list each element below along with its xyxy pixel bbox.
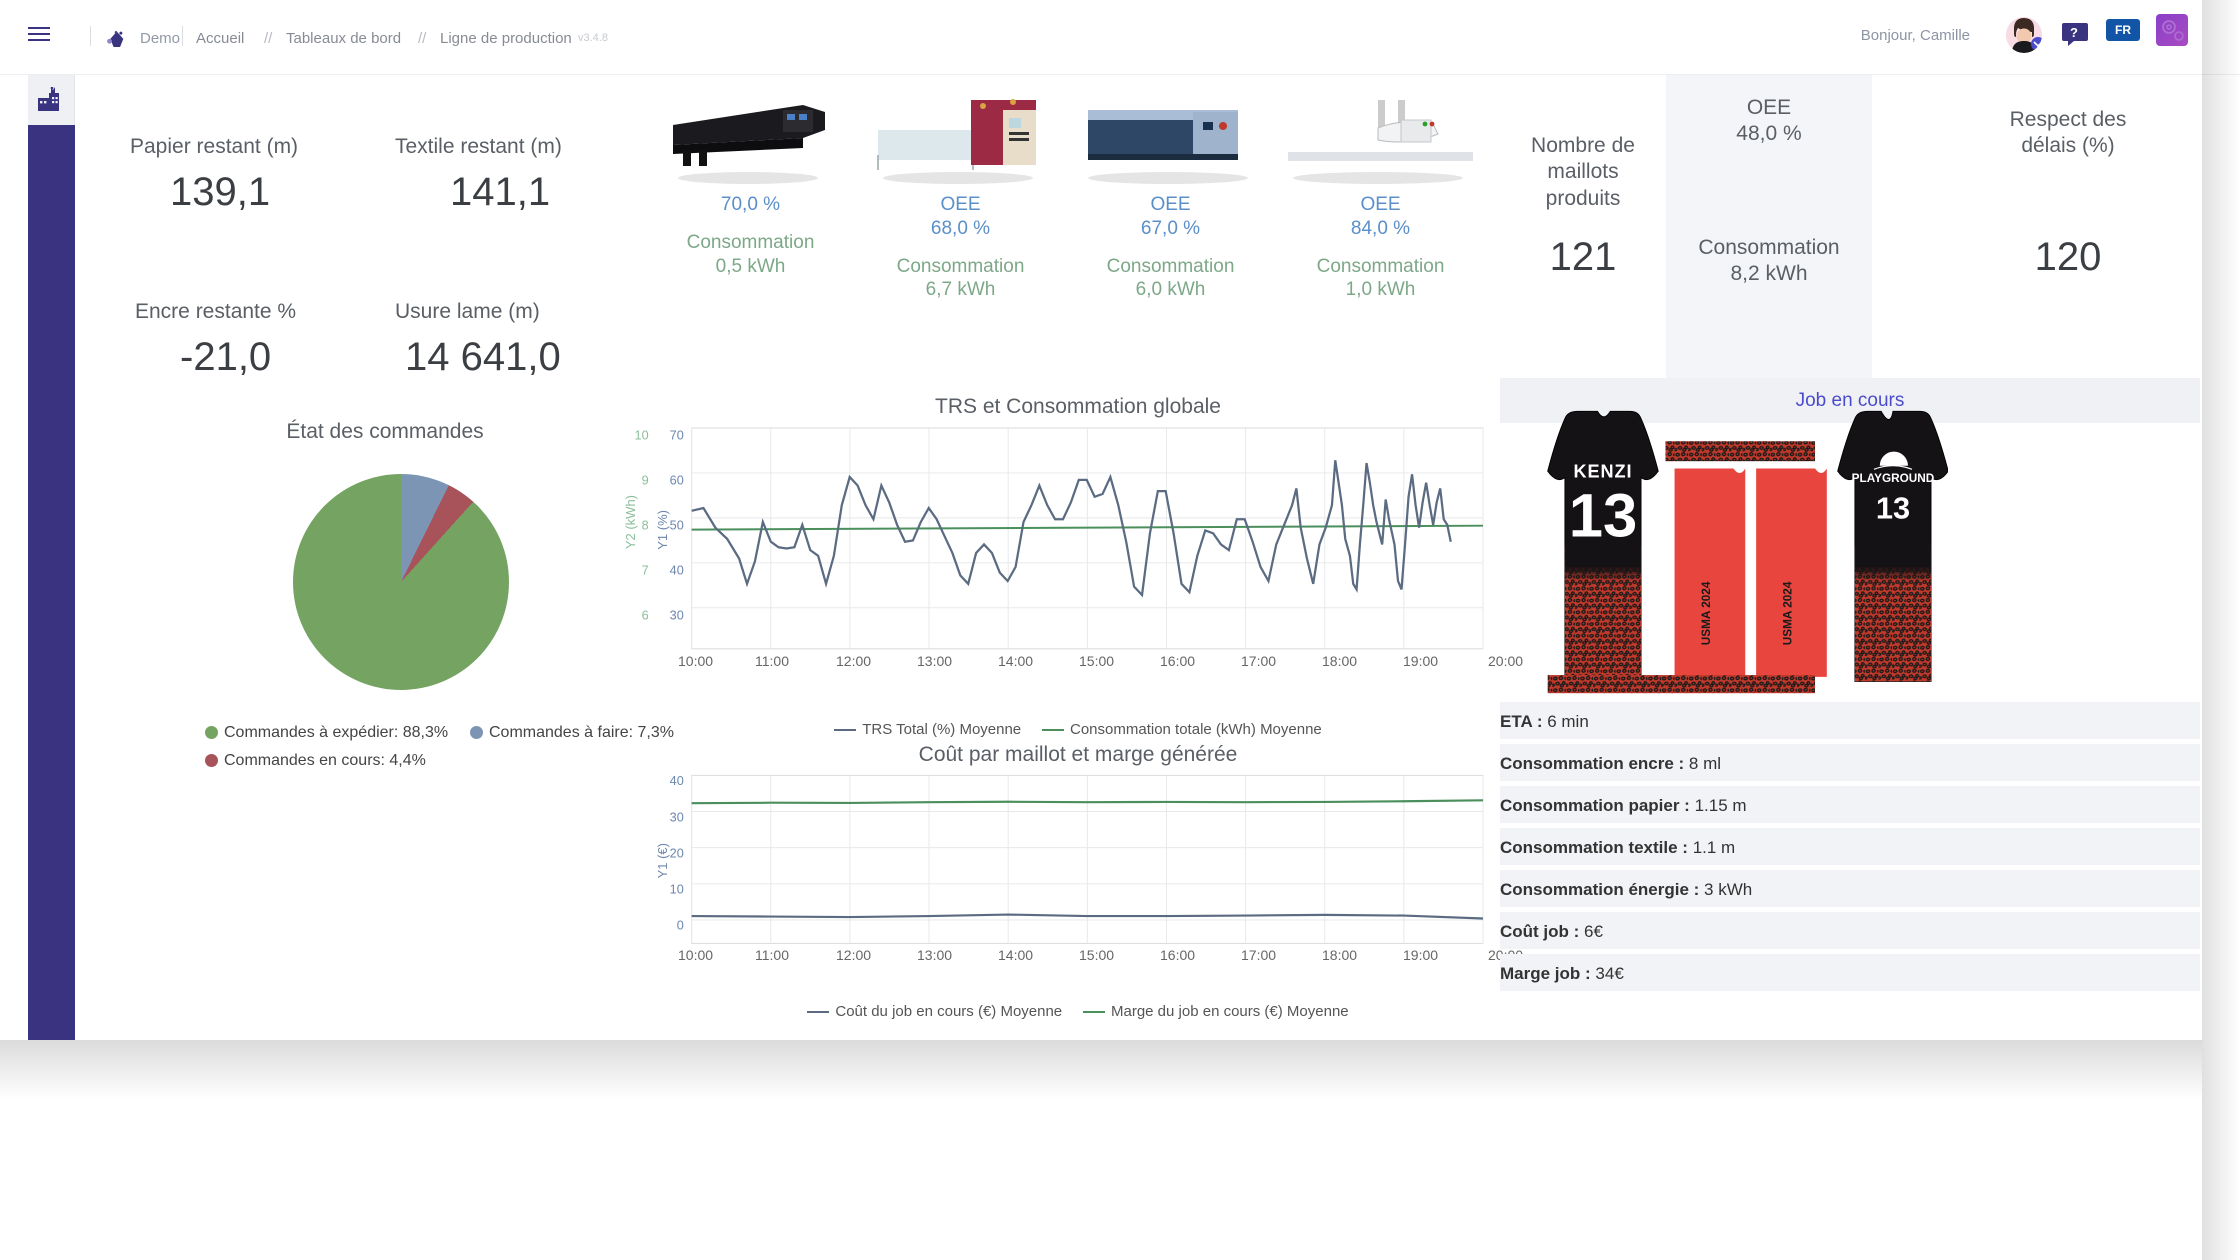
svg-text:6: 6 [642,608,649,622]
svg-text:10: 10 [635,429,649,443]
svg-text:USMA 2024: USMA 2024 [1781,581,1794,645]
svg-text:13: 13 [1569,481,1638,550]
svg-text:10: 10 [670,883,684,897]
svg-text:13: 13 [1876,490,1910,525]
svg-text:USMA 2024: USMA 2024 [1700,581,1713,645]
svg-text:8: 8 [642,519,649,533]
svg-text:?: ? [2070,25,2078,40]
svg-text:KENZI: KENZI [1574,462,1633,482]
svg-text:30: 30 [670,810,684,824]
svg-text:40: 40 [670,774,684,788]
svg-text:7: 7 [642,564,649,578]
svg-text:40: 40 [670,564,684,578]
svg-text:PLAYGROUND: PLAYGROUND [1852,472,1935,485]
svg-text:30: 30 [670,608,684,622]
svg-text:9: 9 [642,474,649,488]
svg-text:70: 70 [670,429,684,443]
svg-text:20: 20 [670,846,684,860]
svg-text:0: 0 [677,919,684,933]
svg-text:60: 60 [670,474,684,488]
svg-text:50: 50 [670,519,684,533]
